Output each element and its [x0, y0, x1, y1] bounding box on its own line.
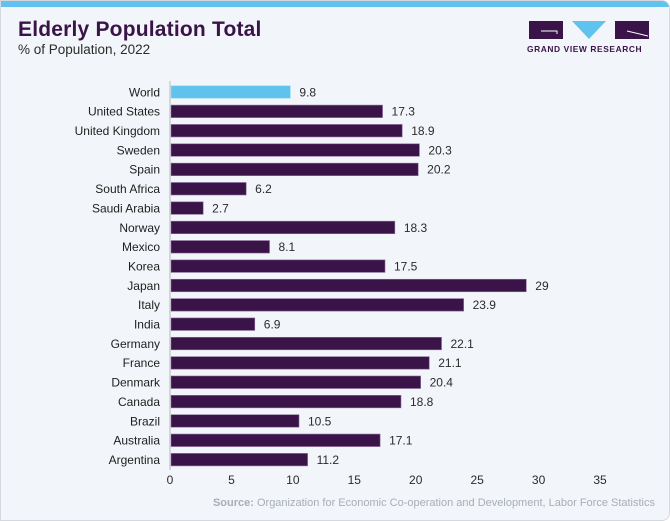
category-label: Norway: [119, 221, 160, 235]
bar-canada: [170, 395, 402, 409]
bar-italy: [170, 298, 464, 312]
chart-title: Elderly Population Total: [18, 18, 262, 41]
category-label: Germany: [111, 337, 160, 351]
bar-united-kingdom: [170, 124, 403, 138]
bar-norway: [170, 220, 396, 234]
value-label: 20.3: [428, 143, 452, 157]
value-label: 17.3: [392, 105, 416, 119]
value-label: 29: [535, 279, 549, 293]
bar-japan: [170, 278, 527, 293]
category-label: Korea: [128, 259, 160, 273]
x-tick-label: 30: [532, 473, 546, 487]
category-label: United States: [88, 105, 160, 119]
category-label: Canada: [118, 395, 160, 409]
bar-mexico: [170, 240, 270, 254]
bar-spain: [170, 162, 419, 176]
value-label: 17.1: [389, 434, 413, 448]
x-tick-label: 0: [167, 473, 174, 487]
chart-subtitle: % of Population, 2022: [18, 42, 151, 57]
value-label: 20.2: [427, 163, 451, 177]
logo-block-left: [529, 21, 563, 39]
bar-brazil: [170, 414, 300, 428]
value-label: 10.5: [308, 414, 332, 428]
value-label: 17.5: [394, 259, 418, 273]
source-label: Source:: [212, 497, 254, 509]
value-label: 18.3: [404, 221, 428, 235]
x-tick-label: 20: [409, 473, 423, 487]
x-tick-label: 25: [470, 473, 484, 487]
value-label: 18.9: [411, 124, 435, 138]
category-label: Denmark: [111, 376, 161, 390]
category-label: France: [123, 356, 161, 370]
category-label: Japan: [127, 279, 160, 293]
category-label: United Kingdom: [75, 124, 160, 138]
bar-chart: World 9.8 United States 17.3 United Kingdom 1…: [75, 81, 607, 487]
category-label: World: [129, 85, 160, 99]
bar-united-states: [170, 104, 383, 118]
bar-germany: [170, 336, 442, 351]
bar-south-africa: [170, 182, 247, 196]
category-label: Sweden: [117, 143, 160, 157]
value-label: 20.4: [430, 376, 454, 390]
value-label: 22.1: [451, 337, 475, 351]
category-label: Mexico: [122, 240, 160, 254]
value-label: 9.8: [299, 85, 316, 99]
brand-name: GRAND VIEW RESEARCH: [527, 44, 643, 54]
bar-sweden: [170, 143, 420, 157]
grand-view-research-logo-icon: [529, 21, 649, 39]
category-label: India: [134, 318, 160, 332]
bar-australia: [170, 433, 381, 447]
bar-saudi-arabia: [170, 201, 204, 215]
value-label: 8.1: [279, 240, 296, 254]
value-label: 23.9: [473, 298, 497, 312]
category-label: Argentina: [109, 453, 161, 467]
labels-layer: World 9.8 United States 17.3 United Kingdom 1…: [75, 85, 549, 467]
category-label: Saudi Arabia: [92, 201, 160, 215]
x-tick-label: 10: [286, 473, 300, 487]
category-label: Australia: [113, 434, 160, 448]
x-tick-label: 5: [228, 473, 235, 487]
value-label: 18.8: [410, 395, 434, 409]
x-axis-ticks: 0 5 10 15 20 25 30 35: [167, 473, 607, 487]
bar-denmark: [170, 375, 421, 389]
value-label: 6.2: [255, 182, 272, 196]
category-label: Spain: [129, 163, 160, 177]
bar-korea: [170, 259, 386, 273]
x-tick-label: 15: [348, 473, 362, 487]
bars-layer: [170, 85, 527, 467]
x-tick-label: 35: [593, 473, 607, 487]
bar-india: [170, 317, 256, 331]
value-label: 21.1: [438, 356, 462, 370]
bar-argentina: [170, 453, 308, 467]
category-label: South Africa: [95, 182, 160, 196]
category-label: Brazil: [130, 414, 160, 428]
accent-top-bar: [1, 1, 669, 7]
value-label: 2.7: [212, 201, 229, 215]
value-label: 6.9: [264, 318, 281, 332]
logo-triangle: [572, 21, 606, 39]
value-label: 11.2: [317, 453, 340, 467]
source-text: Organization for Economic Co-operation a…: [256, 497, 655, 509]
bar-france: [170, 356, 430, 370]
category-label: Italy: [138, 298, 160, 312]
bar-world: [170, 85, 291, 99]
source-note: Source: Organization for Economic Co-ope…: [213, 497, 655, 509]
